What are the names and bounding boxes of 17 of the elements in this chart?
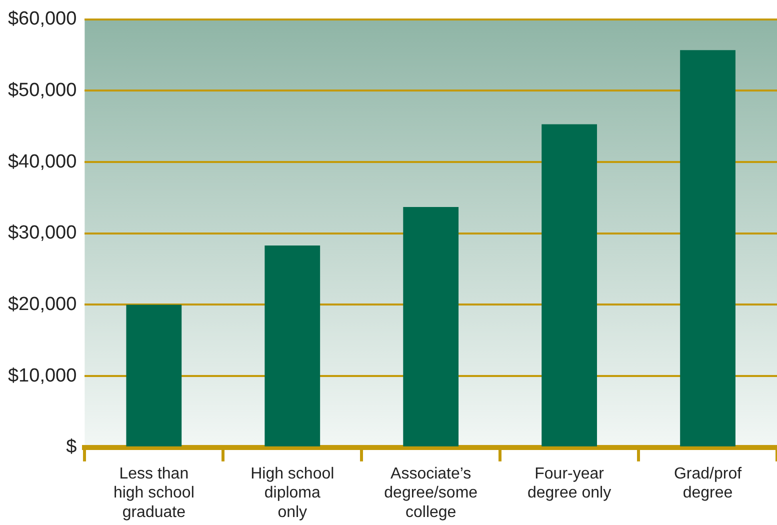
y-tick-label: $10,000 [8, 365, 77, 386]
x-tick-label: Less than high school graduate [113, 465, 194, 521]
x-tick-label: High school diploma only [250, 465, 334, 521]
y-tick-label: $40,000 [8, 151, 77, 172]
x-tick-label: Four-year degree only [527, 465, 612, 502]
bar [126, 304, 182, 446]
bar [542, 124, 597, 446]
bar [264, 246, 320, 446]
y-tick-label: $30,000 [8, 222, 77, 244]
y-tick-label: $20,000 [8, 294, 77, 315]
bar [680, 50, 736, 446]
y-tick-label: $ [66, 436, 78, 458]
x-tick-label: Associate’s degree/some college [384, 465, 478, 521]
bar [403, 207, 459, 446]
y-tick-label: $60,000 [8, 8, 77, 30]
x-tick-label: Grad/prof degree [674, 465, 742, 502]
y-tick-label: $50,000 [8, 80, 77, 101]
